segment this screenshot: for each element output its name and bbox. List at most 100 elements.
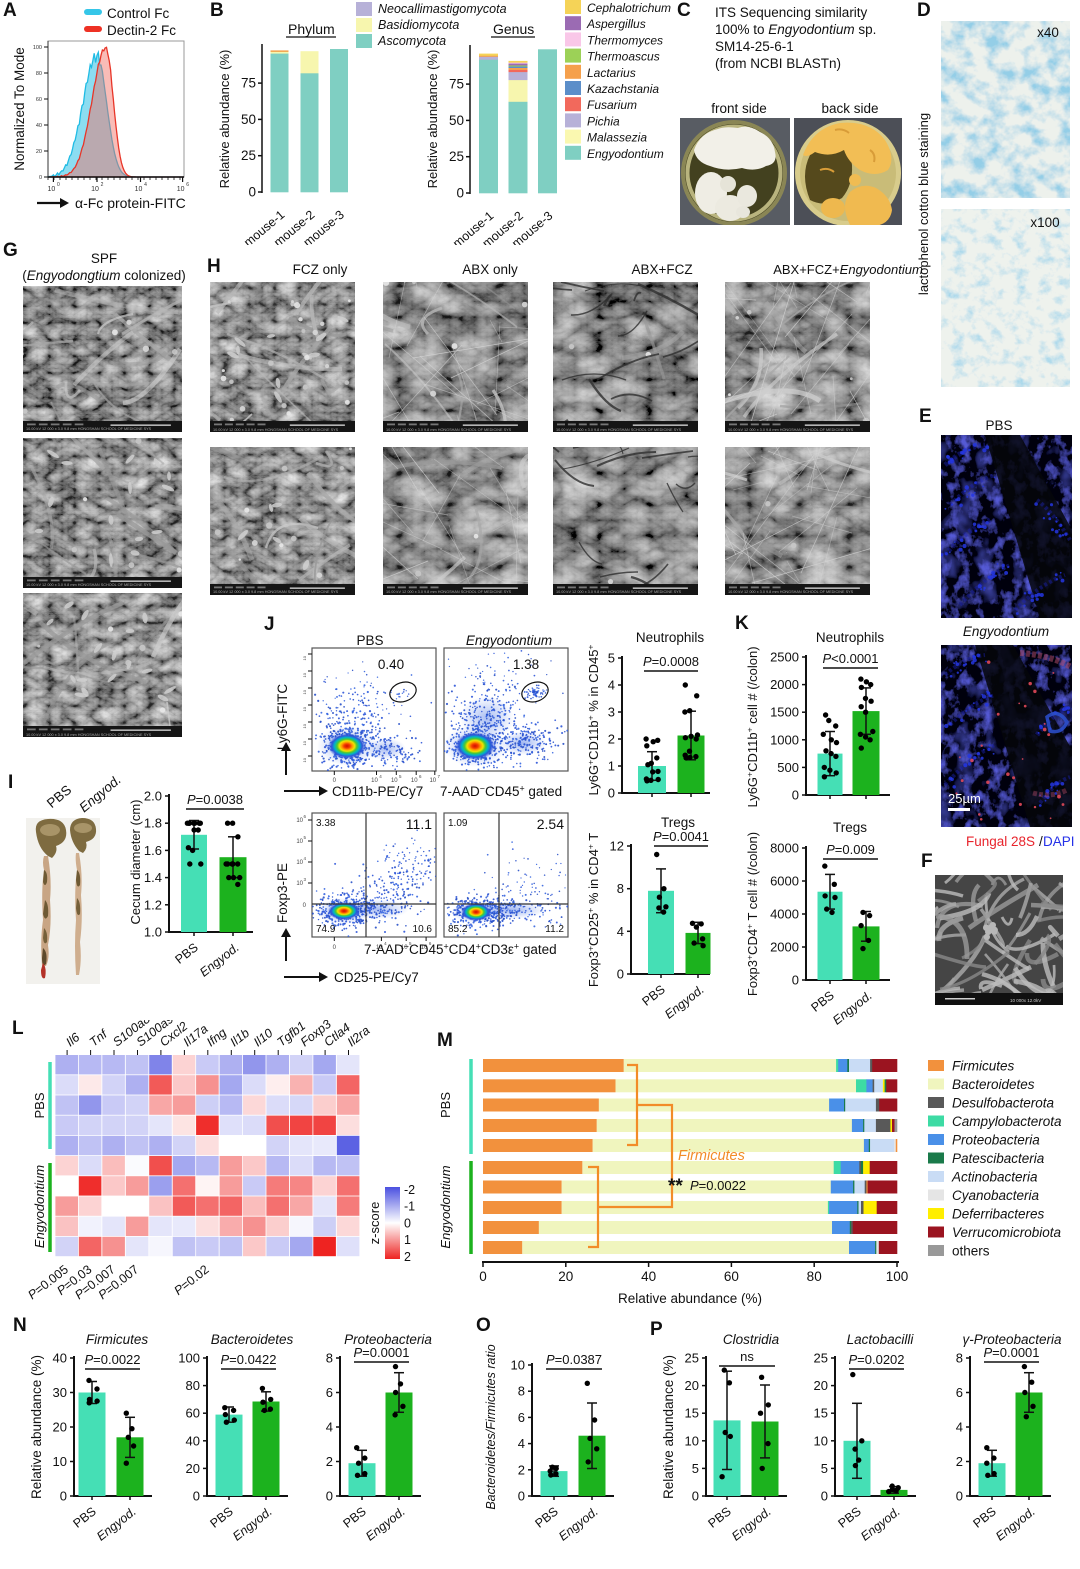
svg-text:100: 100 [886, 1269, 909, 1284]
svg-text:back side: back side [821, 101, 878, 116]
svg-text:10: 10 [296, 839, 303, 845]
svg-text:20: 20 [36, 149, 42, 155]
svg-text:1.4: 1.4 [144, 870, 162, 885]
svg-text:10: 10 [296, 818, 303, 824]
svg-text:PBS: PBS [341, 1504, 369, 1530]
svg-text:P=0.009: P=0.009 [826, 842, 875, 857]
svg-text:8: 8 [617, 881, 624, 896]
svg-text:Foxp3+CD4+ T cell # (/colon): Foxp3+CD4+ T cell # (/colon) [745, 832, 760, 996]
svg-text:75: 75 [449, 77, 464, 92]
svg-text:1500: 1500 [770, 705, 799, 720]
svg-text:4: 4 [617, 924, 624, 939]
svg-text:5: 5 [821, 1461, 828, 1476]
svg-text:Relative abundance (%): Relative abundance (%) [217, 50, 232, 189]
svg-text:10: 10 [135, 186, 143, 193]
svg-text:10.00 kV 12 000 x 3.0 9.8 m: 10.00 kV 12 000 x 3.0 9.8 mm HONGSHAN SC… [213, 428, 339, 432]
svg-text:10: 10 [429, 778, 436, 784]
svg-text:4: 4 [303, 856, 306, 861]
svg-text:12: 12 [610, 839, 624, 854]
svg-text:6: 6 [186, 182, 189, 188]
svg-text:7: 7 [438, 774, 441, 779]
svg-text:Proteobacteria: Proteobacteria [952, 1133, 1040, 1148]
svg-text:P=0.0008: P=0.0008 [643, 654, 699, 669]
svg-text:10.00 kV 12 000 x 3.0 9.8 m: 10.00 kV 12 000 x 3.0 9.8 mm HONGSHAN SC… [213, 590, 339, 594]
svg-text:10: 10 [376, 945, 383, 951]
svg-text:Relative abundance (%): Relative abundance (%) [425, 50, 440, 189]
svg-text:6: 6 [429, 941, 432, 946]
svg-text:ABX+FCZ+Engyodontium: ABX+FCZ+Engyodontium [773, 262, 923, 277]
svg-text:0: 0 [792, 788, 799, 803]
svg-text:4: 4 [518, 1436, 525, 1451]
svg-text:PBS: PBS [438, 1092, 453, 1118]
svg-text:5: 5 [692, 1461, 699, 1476]
svg-text:Relative abundance (%): Relative abundance (%) [661, 1355, 676, 1499]
svg-text:P=0.0022: P=0.0022 [690, 1178, 746, 1193]
svg-text:10: 10 [302, 655, 307, 660]
svg-text:60: 60 [186, 1406, 200, 1421]
svg-text:10: 10 [296, 860, 303, 866]
svg-text:10: 10 [48, 186, 56, 193]
svg-text:3: 3 [303, 877, 306, 882]
svg-text:Cyanobacteria: Cyanobacteria [952, 1188, 1040, 1203]
svg-text:Tregs: Tregs [661, 815, 695, 830]
svg-text:Engyodontium: Engyodontium [438, 1165, 453, 1248]
svg-text:Thermoascus: Thermoascus [587, 50, 660, 64]
svg-text:Ascomycota: Ascomycota [377, 34, 446, 48]
svg-text:Engyod.: Engyod. [993, 1504, 1038, 1543]
svg-text:x100: x100 [1030, 215, 1059, 230]
svg-text:1000: 1000 [770, 732, 799, 747]
svg-text:4: 4 [144, 182, 147, 188]
svg-text:25µm: 25µm [948, 791, 981, 806]
svg-text:Dectin-2 Fc: Dectin-2 Fc [107, 23, 176, 38]
svg-text:10: 10 [177, 186, 185, 193]
svg-text:Engyodontium: Engyodontium [466, 633, 552, 648]
svg-text:100: 100 [33, 45, 42, 51]
svg-text:0: 0 [956, 1489, 963, 1504]
svg-text:0: 0 [60, 1489, 67, 1504]
svg-text:5: 5 [608, 651, 615, 666]
svg-text:50: 50 [241, 112, 256, 127]
svg-text:6: 6 [956, 1385, 963, 1400]
svg-text:10.00 kV 12 000 x 3.0 9.8 m: 10.00 kV 12 000 x 3.0 9.8 mm HONGSHAN SC… [386, 590, 512, 594]
svg-text:85.2: 85.2 [448, 924, 468, 935]
svg-text:60: 60 [724, 1269, 739, 1284]
svg-text:DAPI: DAPI [1043, 834, 1075, 849]
svg-text:0: 0 [248, 185, 256, 200]
svg-text:Phylum: Phylum [288, 21, 335, 37]
svg-text:25: 25 [685, 1351, 699, 1366]
svg-text:Fusarium: Fusarium [587, 98, 637, 112]
svg-text:15: 15 [685, 1406, 699, 1421]
svg-text:2000: 2000 [770, 677, 799, 692]
svg-text:P<0.0001: P<0.0001 [822, 651, 878, 666]
svg-text:Cecum diameter (cm): Cecum diameter (cm) [128, 800, 143, 925]
svg-text:10: 10 [391, 778, 398, 784]
svg-text:Actinobacteria: Actinobacteria [951, 1170, 1038, 1185]
svg-text:Engyod.: Engyod. [556, 1504, 601, 1543]
svg-text:0: 0 [479, 1269, 487, 1284]
svg-text:20: 20 [685, 1378, 699, 1393]
svg-text:Il10: Il10 [251, 1026, 276, 1049]
svg-text:Ly6G+CD11b+ % in CD45+: Ly6G+CD11b+ % in CD45+ [586, 645, 601, 796]
svg-text:PBS: PBS [71, 1504, 99, 1530]
svg-text:Pichia: Pichia [587, 114, 620, 128]
svg-text:PBS: PBS [32, 1092, 47, 1118]
svg-text:Neutrophils: Neutrophils [816, 630, 885, 645]
svg-text:PBS: PBS [706, 1504, 734, 1530]
svg-text:Engyod.: Engyod. [197, 940, 242, 979]
svg-text:10.6: 10.6 [413, 924, 433, 935]
svg-text:10: 10 [421, 945, 428, 951]
svg-text:2: 2 [956, 1454, 963, 1469]
svg-text:CD25-PE/Cy7: CD25-PE/Cy7 [334, 970, 419, 985]
svg-text:Engyod.: Engyod. [662, 982, 707, 1021]
svg-text:Deferribacteres: Deferribacteres [952, 1207, 1045, 1222]
svg-text:Malassezia: Malassezia [587, 131, 647, 145]
svg-text:Engyod.: Engyod. [76, 772, 124, 815]
svg-text:1.8: 1.8 [144, 816, 162, 831]
svg-text:Engyod.: Engyod. [230, 1504, 275, 1543]
svg-text:PBS: PBS [985, 418, 1012, 433]
svg-text:2: 2 [518, 1462, 525, 1477]
svg-text:Genus: Genus [493, 21, 534, 37]
svg-text:4: 4 [326, 1420, 333, 1435]
svg-text:others: others [952, 1244, 990, 1259]
svg-text:5: 5 [409, 941, 412, 946]
